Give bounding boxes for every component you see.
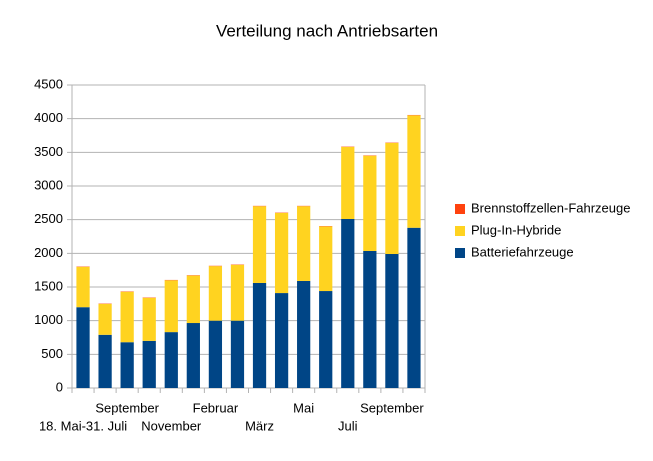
x-tick-label: Februar <box>193 400 239 415</box>
y-tick-label: 1500 <box>34 278 63 293</box>
bar-segment <box>76 266 90 308</box>
legend-swatch <box>455 226 465 236</box>
y-tick-label: 3500 <box>34 144 63 159</box>
bar-segment <box>341 218 355 388</box>
bar-segment <box>164 280 178 333</box>
bar-segment <box>164 332 178 388</box>
bar-segment <box>385 142 399 255</box>
bar-segment <box>186 323 200 388</box>
bar-segment <box>274 212 289 294</box>
x-tick-label: Juli <box>338 418 358 433</box>
bar-segment <box>230 264 245 321</box>
bar-segment <box>76 307 90 388</box>
x-tick-label: März <box>245 418 274 433</box>
bar-segment <box>98 334 112 388</box>
x-tick-label: November <box>141 418 202 433</box>
bar-segment <box>319 291 333 388</box>
legend-label: Batteriefahrzeuge <box>471 244 574 259</box>
bar-segment <box>120 342 134 388</box>
bar-segment <box>407 115 421 228</box>
x-tick-label: September <box>360 400 424 415</box>
legend-swatch <box>455 204 465 214</box>
y-tick-label: 500 <box>41 346 63 361</box>
bar-segment <box>208 266 223 321</box>
bar-segment <box>230 320 245 388</box>
bar-segment <box>407 227 421 388</box>
legend-swatch <box>455 248 465 258</box>
bar-segment <box>142 297 156 341</box>
bar-segment <box>208 320 223 388</box>
x-tick-label: September <box>95 400 159 415</box>
y-tick-label: 4500 <box>34 76 63 91</box>
x-tick-label: 18. Mai-31. Juli <box>39 418 127 433</box>
bar-segment <box>363 250 377 388</box>
bar-segment <box>385 254 399 388</box>
bar-segment <box>142 340 156 388</box>
y-tick-label: 2500 <box>34 211 63 226</box>
bar-segment <box>98 303 112 335</box>
bar-segment <box>252 282 267 388</box>
bar-segment <box>252 206 267 283</box>
x-tick-label: Mai <box>293 400 314 415</box>
bar-segment <box>186 275 200 324</box>
y-tick-label: 4000 <box>34 110 63 125</box>
bar-segment <box>297 280 311 388</box>
bar-segment <box>319 226 333 292</box>
legend-label: Plug-In-Hybride <box>471 222 561 237</box>
bar-segment <box>363 155 377 251</box>
bar-segment <box>297 206 311 281</box>
bar-segment <box>341 146 355 219</box>
y-tick-label: 2000 <box>34 245 63 260</box>
y-tick-label: 0 <box>56 379 63 394</box>
legend-label: Brennstoffzellen-Fahrzeuge <box>471 200 630 215</box>
bar-segment <box>120 291 134 343</box>
y-tick-label: 3000 <box>34 177 63 192</box>
bar-segment <box>274 293 289 388</box>
y-tick-label: 1000 <box>34 312 63 327</box>
chart-title: Verteilung nach Antriebsarten <box>216 21 438 40</box>
